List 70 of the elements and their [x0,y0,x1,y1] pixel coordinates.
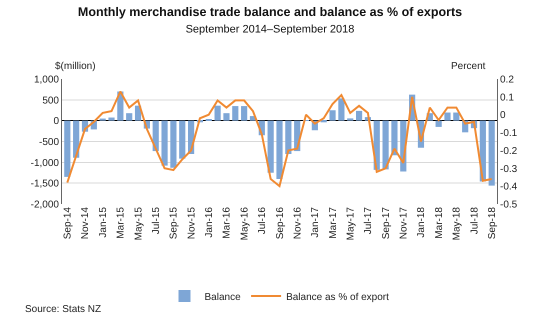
x-tick-label: Jul-15 [150,206,162,234]
x-tick-label: Mar-18 [434,206,445,239]
bar [338,98,344,121]
y-tick-label: 0 [53,116,60,128]
x-tick-label: Jul-17 [363,206,374,234]
y-axis-title: $(million) [55,61,96,72]
bar [382,120,389,170]
bar [161,120,168,166]
y2-tick-label: 0 [500,110,506,122]
y-tick-label: 500 [42,95,60,106]
bar [436,120,442,127]
bar [453,112,460,121]
y-tick-label: -500 [38,137,60,148]
source-note: Source: Stats NZ [25,304,102,315]
bar [170,120,176,168]
y2-tick-label: -0.2 [500,146,518,157]
y-tick-label: -1,000 [30,158,60,169]
x-tick-label: May-15 [133,206,144,240]
x-tick-label: May-18 [452,206,463,240]
bar [108,118,115,121]
x-tick-label: May-17 [345,206,356,240]
bar [232,106,238,121]
y-tick-label: -1,500 [30,178,60,190]
y-tick-label: -2,000 [30,200,60,210]
x-tick-label: Nov-16 [292,206,304,240]
x-tick-label: Sep-14 [62,206,74,240]
x-tick-label: Jul-16 [257,206,268,234]
bar [223,113,230,121]
x-tick-label: Mar-16 [222,206,233,239]
x-tick-label: Nov-14 [80,206,92,240]
y2-tick-label: -0.4 [500,182,518,193]
bar [488,120,495,186]
bar [64,120,70,177]
bar [126,113,132,121]
y2-tick-label: -0.5 [500,200,518,210]
x-tick-label: Nov-17 [398,206,410,240]
bar [214,106,221,121]
y2-tick-label: -0.1 [500,128,518,140]
bar [329,110,336,121]
x-tick-label: Jan-18 [416,206,428,238]
bar [285,120,292,154]
bar [268,120,274,173]
x-tick-label: Mar-15 [116,206,127,239]
bar [241,106,248,121]
bar [347,118,354,121]
y2-axis-title: Percent [451,61,486,72]
legend-label: Balance as % of export [286,292,390,303]
y2-tick-label: 0.2 [500,74,514,86]
y-tick-label: 1,000 [34,74,60,86]
x-tick-label: Mar-17 [328,206,339,239]
y2-tick-label: -0.3 [500,164,518,175]
bar [356,110,362,121]
line-series [66,90,493,188]
x-tick-label: Jan-16 [204,206,216,238]
x-tick-label: Sep-17 [380,206,392,240]
x-tick-label: Sep-16 [274,206,286,240]
x-tick-label: May-16 [239,206,250,240]
bar [179,120,186,159]
bar [276,120,283,179]
x-tick-label: Sep-15 [168,206,180,240]
legend-label: Balance [204,292,242,303]
y2-tick-label: 0.1 [500,92,514,104]
x-tick-label: Jan-17 [310,206,322,238]
x-tick-label: Jul-18 [469,206,480,234]
x-tick-label: Sep-18 [486,206,498,240]
x-tick-label: Nov-15 [186,206,198,240]
chart-title: Monthly merchandise trade balance and balance as % of exports [78,5,462,20]
chart-subtitle: September 2014–September 2018 [186,23,354,36]
bar [444,112,451,121]
x-tick-label: Jan-15 [98,206,109,238]
